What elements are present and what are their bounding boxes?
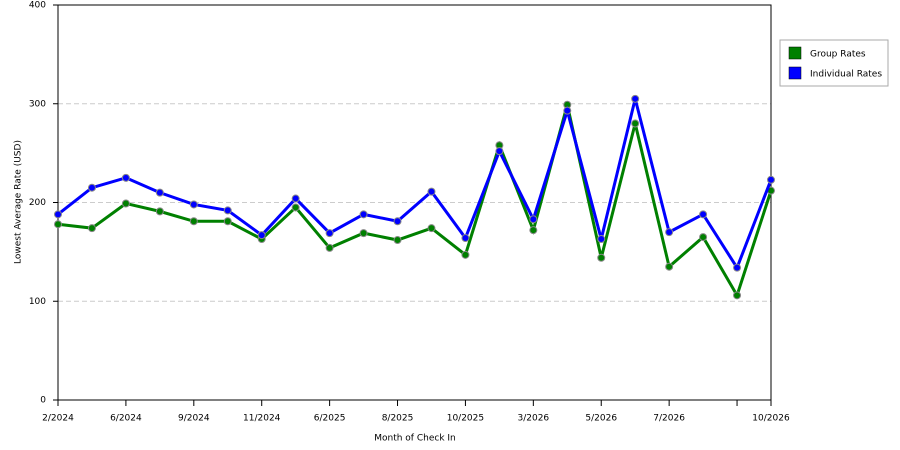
point [121, 173, 130, 182]
point [155, 188, 164, 197]
y-axis-label: Lowest Average Rate (USD) [14, 140, 24, 264]
point [189, 217, 198, 226]
point [461, 250, 470, 259]
x-tick-label: 3/2026 [517, 414, 549, 424]
y-tick-label: 100 [29, 297, 46, 307]
point [529, 215, 538, 224]
point [461, 234, 470, 243]
x-tick-label: 10/2025 [447, 414, 484, 424]
x-tick-label: 8/2025 [382, 414, 414, 424]
point [87, 183, 96, 192]
point [189, 200, 198, 209]
legend-label: Group Rates [810, 50, 866, 60]
point [733, 291, 742, 300]
point [223, 217, 232, 226]
point [631, 94, 640, 103]
point [563, 106, 572, 115]
point [597, 253, 606, 262]
point [257, 231, 266, 240]
point [325, 229, 334, 238]
point [597, 235, 606, 244]
point [121, 199, 130, 208]
series-line [57, 104, 773, 299]
point [427, 187, 436, 196]
x-tick-label: 7/2026 [653, 414, 685, 424]
point [665, 228, 674, 237]
point [733, 263, 742, 272]
point [631, 119, 640, 128]
point [427, 224, 436, 233]
x-axis-label: Month of Check In [374, 434, 456, 444]
point [54, 210, 62, 219]
point [291, 194, 300, 203]
x-tick-label: 2/2024 [42, 414, 74, 424]
point [699, 233, 708, 242]
point [495, 147, 504, 156]
x-tick-label: 10/2026 [752, 414, 790, 424]
point [359, 229, 368, 238]
legend-label: Individual Rates [810, 70, 882, 80]
point [223, 206, 232, 215]
legend-swatch [788, 66, 802, 80]
y-tick-label: 200 [29, 198, 46, 208]
x-tick-label: 5/2026 [585, 414, 617, 424]
point [393, 236, 402, 245]
y-tick-label: 0 [40, 396, 46, 406]
point [54, 220, 62, 229]
legend-swatch [788, 46, 802, 60]
point [393, 217, 402, 226]
point [155, 207, 164, 216]
point [767, 175, 775, 184]
point [325, 243, 334, 252]
x-tick-label: 6/2024 [110, 414, 142, 424]
plot-frame [57, 4, 772, 401]
point [699, 210, 708, 219]
point [529, 226, 538, 235]
x-tick-label: 9/2024 [178, 414, 210, 424]
x-tick-label: 6/2025 [314, 414, 346, 424]
point [87, 224, 96, 233]
y-tick-label: 400 [29, 1, 46, 11]
series-line [57, 98, 773, 271]
x-tick-label: 11/2024 [243, 414, 281, 424]
y-tick-label: 300 [29, 99, 46, 109]
point [359, 210, 368, 219]
point [291, 203, 300, 212]
point [665, 262, 674, 271]
